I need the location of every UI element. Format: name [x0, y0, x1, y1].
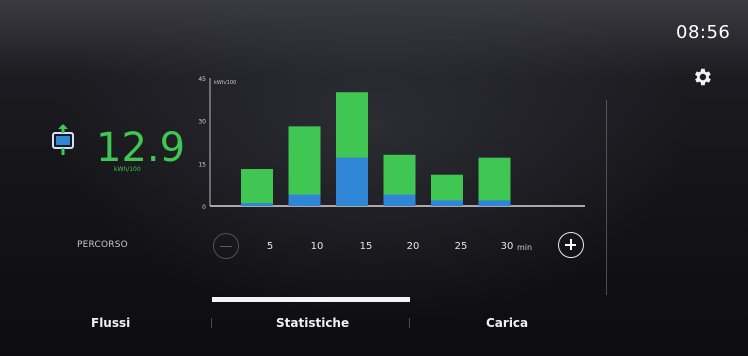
chart-y-tick-label: 15 — [198, 161, 206, 168]
timeline-tick-label[interactable]: 10 — [310, 241, 324, 252]
energy-consumption-unit: kWh/100 — [114, 166, 141, 173]
vertical-divider — [606, 100, 607, 295]
timeline-tick-label[interactable]: 15 — [359, 241, 373, 252]
chart-y-tick-label: 30 — [198, 119, 206, 126]
tab-statistiche[interactable]: Statistiche — [276, 316, 350, 330]
timeline-tick-label[interactable]: 5 — [266, 241, 274, 252]
tab-flussi[interactable]: Flussi — [91, 316, 131, 330]
chart-bar-total — [478, 157, 511, 206]
chart-bar-partial — [478, 200, 511, 206]
battery-energy-icon — [52, 124, 74, 155]
timeline-tick-label[interactable]: 20 — [406, 241, 420, 252]
chart-bar-total — [241, 169, 273, 206]
active-tab-indicator — [212, 297, 410, 302]
tab-carica[interactable]: Carica — [486, 316, 529, 330]
consumption-chart: 0 15 30 45 kWh/100 — [198, 76, 585, 211]
minus-icon — [220, 246, 232, 247]
chart-y-axis-label: kWh/100 — [214, 80, 236, 86]
chart-y-tick-label: 45 — [198, 76, 206, 83]
energy-consumption-value: 12.9 — [96, 125, 186, 171]
chart-bar-total — [288, 126, 321, 206]
chart-bar-partial — [241, 203, 273, 206]
clock: 08:56 — [676, 22, 731, 43]
timeline-tick-label[interactable]: 25 — [454, 241, 468, 252]
timeline-plus-button[interactable] — [558, 232, 584, 258]
chart-bar-partial — [336, 157, 368, 206]
route-label: PERCORSO — [77, 240, 128, 250]
chart-y-tick-label: 0 — [202, 204, 206, 211]
chart-bar-partial — [431, 200, 463, 206]
tab-separator — [409, 318, 410, 328]
tab-separator — [211, 318, 212, 328]
chart-bar-partial — [288, 194, 321, 206]
gear-icon[interactable] — [691, 66, 713, 88]
chart-bar-partial — [383, 194, 416, 206]
timeline-minus-button[interactable] — [213, 233, 239, 259]
timeline-tick-label[interactable]: 30 — [500, 241, 514, 252]
timeline-unit: min — [517, 243, 533, 252]
